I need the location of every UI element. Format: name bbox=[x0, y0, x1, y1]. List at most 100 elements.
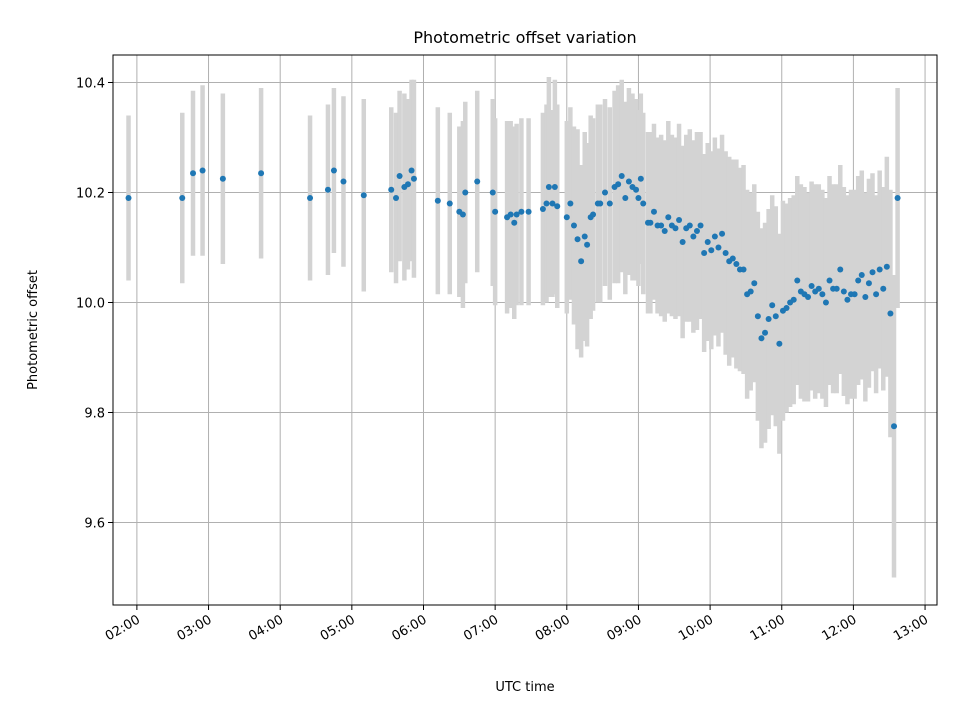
data-point bbox=[584, 241, 591, 248]
data-point bbox=[772, 313, 779, 320]
data-point bbox=[887, 310, 894, 317]
data-point bbox=[525, 208, 532, 215]
data-point bbox=[434, 197, 441, 204]
data-point bbox=[507, 211, 514, 218]
data-point bbox=[618, 173, 625, 179]
plot-frame bbox=[112, 54, 938, 606]
data-point bbox=[640, 200, 647, 207]
data-point bbox=[543, 200, 550, 207]
data-point bbox=[679, 239, 686, 245]
x-axis-ticks: 02:00 03:00 04:00 05:00 06:00 07:00 08:00 09:00… bbox=[103, 605, 931, 644]
data-point bbox=[570, 222, 577, 229]
data-point bbox=[590, 211, 597, 218]
data-point bbox=[258, 170, 265, 177]
data-point bbox=[340, 178, 347, 185]
x-tick-label: 03:00 bbox=[175, 612, 215, 644]
data-point bbox=[330, 167, 337, 174]
data-point bbox=[388, 186, 395, 193]
data-point bbox=[511, 219, 518, 226]
data-point bbox=[563, 214, 570, 221]
data-point bbox=[219, 175, 226, 182]
data-points bbox=[125, 167, 901, 430]
data-point bbox=[758, 335, 765, 342]
data-point bbox=[539, 206, 546, 212]
data-point bbox=[740, 266, 747, 273]
data-point bbox=[776, 340, 783, 347]
data-point bbox=[883, 263, 890, 270]
data-point bbox=[665, 214, 672, 221]
data-point bbox=[891, 423, 898, 430]
data-point bbox=[625, 178, 632, 185]
data-point bbox=[125, 195, 132, 201]
x-tick-label: 12:00 bbox=[819, 612, 859, 644]
data-point bbox=[765, 316, 772, 322]
y-axis-label: Photometric offset bbox=[26, 270, 41, 390]
data-point bbox=[769, 302, 776, 309]
x-tick-label: 13:00 bbox=[891, 612, 931, 644]
x-tick-label: 09:00 bbox=[605, 612, 645, 644]
data-point bbox=[549, 200, 556, 207]
data-point bbox=[894, 195, 901, 201]
data-point bbox=[876, 266, 883, 273]
data-point bbox=[393, 195, 400, 201]
data-point bbox=[190, 170, 197, 177]
data-point bbox=[360, 192, 367, 199]
data-point bbox=[837, 266, 844, 273]
data-point bbox=[833, 285, 840, 292]
x-tick-label: 05:00 bbox=[318, 612, 358, 644]
data-point bbox=[751, 280, 758, 287]
data-point bbox=[633, 186, 640, 193]
data-point bbox=[693, 228, 700, 234]
chart-title: Photometric offset variation bbox=[413, 28, 636, 47]
data-point bbox=[715, 244, 722, 251]
data-point bbox=[733, 261, 740, 267]
data-point bbox=[697, 222, 704, 229]
data-point bbox=[606, 200, 613, 207]
data-point bbox=[602, 189, 609, 196]
data-point bbox=[578, 258, 585, 265]
data-point bbox=[676, 217, 683, 223]
data-point bbox=[474, 178, 481, 185]
data-point bbox=[794, 277, 801, 284]
data-point bbox=[179, 195, 186, 201]
data-point bbox=[855, 277, 862, 284]
data-point bbox=[518, 208, 525, 215]
data-point bbox=[567, 200, 574, 207]
data-point bbox=[396, 173, 403, 179]
data-point bbox=[880, 285, 887, 292]
data-point bbox=[622, 195, 629, 201]
data-point bbox=[754, 313, 761, 320]
data-point bbox=[747, 288, 754, 295]
data-point bbox=[805, 294, 812, 300]
x-tick-label: 10:00 bbox=[676, 612, 716, 644]
data-point bbox=[492, 208, 499, 215]
data-point bbox=[719, 230, 726, 237]
data-point bbox=[647, 219, 654, 226]
data-point bbox=[410, 175, 417, 182]
data-point bbox=[722, 250, 729, 256]
data-point bbox=[865, 280, 872, 287]
data-point bbox=[858, 272, 865, 278]
data-point bbox=[869, 269, 876, 276]
data-point bbox=[324, 186, 331, 193]
data-point bbox=[762, 329, 769, 336]
x-tick-label: 06:00 bbox=[390, 612, 430, 644]
data-point bbox=[672, 225, 679, 232]
x-tick-label: 11:00 bbox=[748, 612, 788, 644]
data-point bbox=[783, 305, 790, 311]
data-point bbox=[840, 288, 847, 295]
data-point bbox=[873, 291, 880, 298]
y-axis-ticks: 9.6 9.8 10.0 10.2 10.4 bbox=[76, 77, 113, 532]
data-point bbox=[650, 208, 657, 215]
data-point bbox=[637, 175, 644, 182]
data-point bbox=[808, 283, 815, 289]
y-tick-label: 10.0 bbox=[76, 297, 105, 312]
data-point bbox=[307, 195, 314, 201]
x-tick-label: 07:00 bbox=[461, 612, 501, 644]
data-point bbox=[844, 296, 851, 303]
data-point bbox=[581, 233, 588, 240]
data-point bbox=[826, 277, 833, 284]
data-point bbox=[661, 228, 668, 234]
